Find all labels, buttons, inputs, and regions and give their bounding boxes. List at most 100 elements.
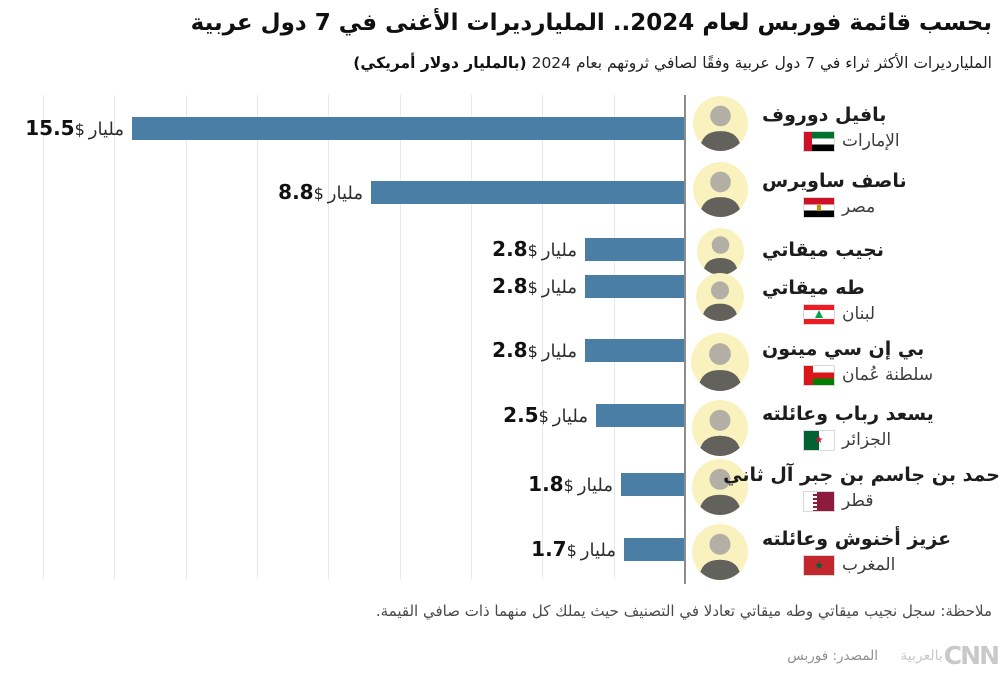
chart-axis-line — [684, 95, 686, 584]
person-info: يسعد رباب وعائلته الجزائر — [762, 401, 1000, 451]
currency-sign: $ — [527, 342, 538, 361]
gridline — [470, 95, 472, 579]
bar-value-label: 8.8$ مليار — [278, 179, 363, 205]
person-name: بي إن سي مينون — [762, 338, 925, 360]
country-line: الجزائر — [804, 429, 1000, 451]
currency-sign: $ — [527, 278, 538, 297]
avatar — [696, 228, 744, 275]
country-name: لبنان — [842, 304, 876, 324]
person-info: ناصف ساويرس مصر — [762, 168, 1000, 218]
bar-value-label: 2.8$ مليار — [492, 236, 577, 262]
gridline — [613, 95, 615, 579]
bar — [624, 538, 685, 561]
person-name: حمد بن جاسم بن جبر آل ثاني — [723, 464, 1000, 486]
gridline — [542, 95, 544, 579]
country-line: الإمارات — [804, 130, 1000, 152]
morocco-flag-icon — [804, 555, 834, 575]
bar — [132, 117, 685, 140]
unit-word: مليار — [580, 540, 616, 561]
value-number: 2.8 — [492, 237, 528, 261]
algeria-flag-icon — [804, 430, 834, 450]
avatar — [692, 96, 748, 151]
gridline — [399, 95, 401, 579]
logo-arabic-text: بالعربية — [900, 647, 943, 664]
person-photo — [698, 343, 742, 391]
country-name: الإمارات — [842, 131, 900, 151]
person-info: نجيب ميقاتي — [762, 237, 1000, 263]
avatar — [692, 400, 748, 456]
bar — [585, 275, 685, 298]
currency-sign: $ — [313, 184, 324, 203]
avatar — [692, 524, 748, 580]
cnn-arabic-logo: بالعربيةCNN — [900, 641, 1000, 670]
unit-word: مليار — [541, 240, 577, 261]
value-number: 2.5 — [503, 403, 539, 427]
currency-sign: $ — [566, 541, 577, 560]
bar — [621, 473, 685, 496]
person-name: ناصف ساويرس — [762, 170, 907, 192]
person-info: طه ميقاتي لبنان — [762, 275, 1000, 325]
person-photo — [699, 171, 741, 217]
uae-flag-icon — [804, 131, 834, 151]
unit-word: مليار — [88, 119, 124, 140]
gridline — [328, 95, 330, 579]
value-number: 1.7 — [531, 537, 567, 561]
gridline — [42, 95, 44, 579]
bar — [596, 404, 685, 427]
person-info: حمد بن جاسم بن جبر آل ثاني قطر — [723, 462, 1000, 512]
avatar — [691, 333, 749, 391]
person-photo — [702, 281, 738, 321]
bar-value-label: 15.5$ مليار — [25, 115, 124, 141]
logo-cnn-text: CNN — [943, 641, 1000, 670]
page-subtitle: المليارديرات الأكثر ثراء في 7 دول عربية … — [8, 54, 992, 72]
gridline — [185, 95, 187, 579]
gridline — [114, 95, 116, 579]
bar-value-label: 1.7$ مليار — [531, 536, 616, 562]
person-name: عزيز أخنوش وعائلته — [762, 528, 952, 550]
currency-sign: $ — [538, 407, 549, 426]
person-photo — [699, 409, 741, 456]
currency-sign: $ — [74, 120, 85, 139]
bar — [371, 181, 685, 204]
person-photo — [699, 105, 741, 151]
unit-word: مليار — [577, 475, 613, 496]
country-name: الجزائر — [842, 430, 892, 450]
egypt-flag-icon — [804, 197, 834, 217]
source-label: المصدر: فوربس — [787, 648, 878, 664]
country-line: سلطنة عُمان — [804, 364, 1000, 386]
value-number: 1.8 — [528, 472, 564, 496]
person-name: نجيب ميقاتي — [762, 239, 884, 261]
value-number: 2.8 — [492, 274, 528, 298]
currency-sign: $ — [563, 476, 574, 495]
unit-word: مليار — [327, 183, 363, 204]
person-name: بافيل دوروف — [762, 104, 887, 126]
country-line: قطر — [804, 490, 1000, 512]
country-line: المغرب — [804, 554, 1000, 576]
footnote: ملاحظة: سجل نجيب ميقاتي وطه ميقاتي تعادل… — [375, 602, 992, 620]
lebanon-flag-icon — [804, 304, 834, 324]
bar — [585, 238, 685, 261]
person-info: عزيز أخنوش وعائلته المغرب — [762, 526, 1000, 576]
person-photo — [699, 533, 741, 580]
subtitle-unit: (بالمليار دولار أمريكي) — [353, 54, 527, 72]
country-name: سلطنة عُمان — [842, 365, 934, 385]
qatar-flag-icon — [804, 491, 834, 511]
country-name: المغرب — [842, 555, 896, 575]
country-name: مصر — [842, 197, 876, 217]
person-info: بي إن سي مينون سلطنة عُمان — [762, 336, 1000, 386]
value-number: 15.5 — [25, 116, 75, 140]
value-number: 2.8 — [492, 338, 528, 362]
value-number: 8.8 — [278, 180, 314, 204]
unit-word: مليار — [541, 277, 577, 298]
person-photo — [699, 468, 741, 515]
oman-flag-icon — [804, 365, 834, 385]
person-info: بافيل دوروف الإمارات — [762, 102, 1000, 152]
subtitle-text: المليارديرات الأكثر ثراء في 7 دول عربية … — [531, 54, 992, 72]
avatar — [692, 459, 748, 515]
unit-word: مليار — [541, 341, 577, 362]
country-name: قطر — [842, 491, 874, 511]
country-line: مصر — [804, 196, 1000, 218]
bar-value-label: 2.8$ مليار — [492, 273, 577, 299]
bar-value-label: 1.8$ مليار — [528, 471, 613, 497]
currency-sign: $ — [527, 241, 538, 260]
